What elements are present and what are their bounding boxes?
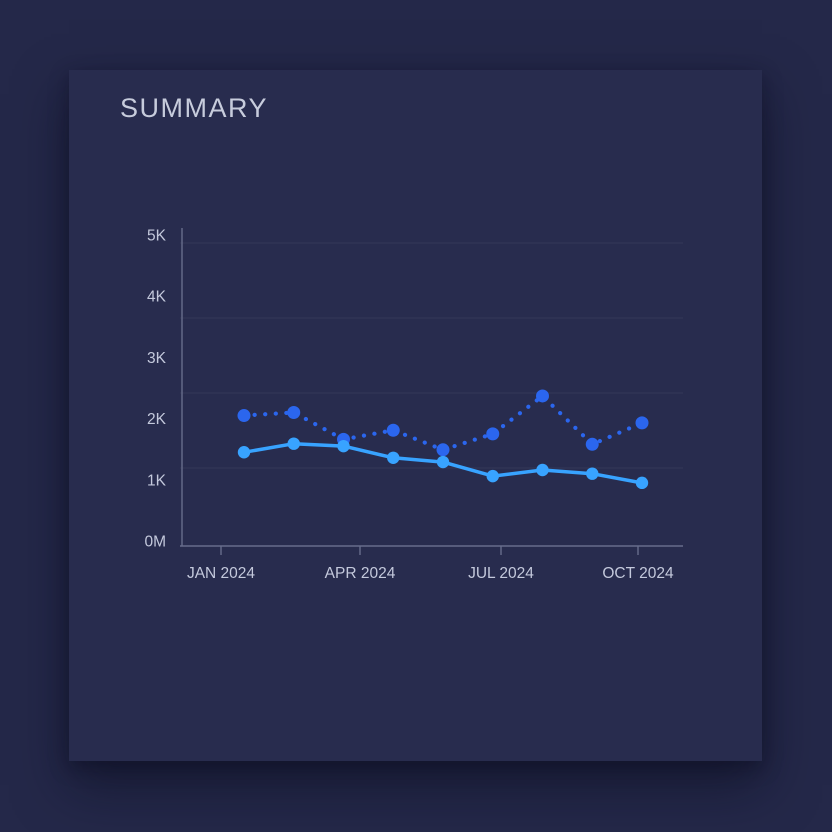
y-axis-tick-label: 1K <box>147 472 167 489</box>
y-axis-tick-label: 5K <box>147 228 167 245</box>
solid-series-point-marker <box>337 439 350 453</box>
dotted-series-point-marker <box>536 389 549 403</box>
summary-line-chart: 5K 4K 3K 2K 1K 0M JAN 2024 APR 2024 JUL 2024 OCT … <box>144 228 683 582</box>
dotted-series-line <box>241 393 645 452</box>
dotted-series-point-marker <box>635 416 649 430</box>
solid-series-point-marker <box>486 469 499 483</box>
x-axis-tick-label: APR 2024 <box>325 565 396 582</box>
y-axis-tick-label: 4K <box>147 289 167 306</box>
summary-card: SUMMARY 5K 4K 3K 2K 1K 0M JAN 2024 APR 2024 JUL … <box>69 70 762 761</box>
solid-series-point-marker <box>586 467 599 480</box>
y-axis-tick-label: 2K <box>147 411 167 428</box>
x-axis-tick-label: OCT 2024 <box>602 565 674 582</box>
solid-series-point-marker <box>237 446 251 459</box>
dotted-series-point-marker <box>436 443 450 457</box>
dotted-series-point-marker <box>386 423 400 437</box>
solid-series-point-marker <box>436 455 450 469</box>
x-axis-tick-label: JUL 2024 <box>468 565 534 582</box>
y-axis-tick-label: 3K <box>147 350 167 367</box>
card-title: SUMMARY <box>120 93 269 123</box>
dotted-series-point-marker <box>486 427 500 441</box>
x-axis-tick-label: JAN 2024 <box>187 565 255 582</box>
y-axis-tick-label: 0M <box>144 534 166 551</box>
solid-series-point-marker <box>536 463 549 477</box>
solid-series-point-marker <box>387 451 400 464</box>
dotted-series-point-marker <box>585 437 599 451</box>
dotted-series-point-marker <box>287 405 301 419</box>
solid-series-point-marker <box>635 476 649 490</box>
dotted-series-point-marker <box>237 409 251 423</box>
solid-series-point-marker <box>287 437 300 450</box>
